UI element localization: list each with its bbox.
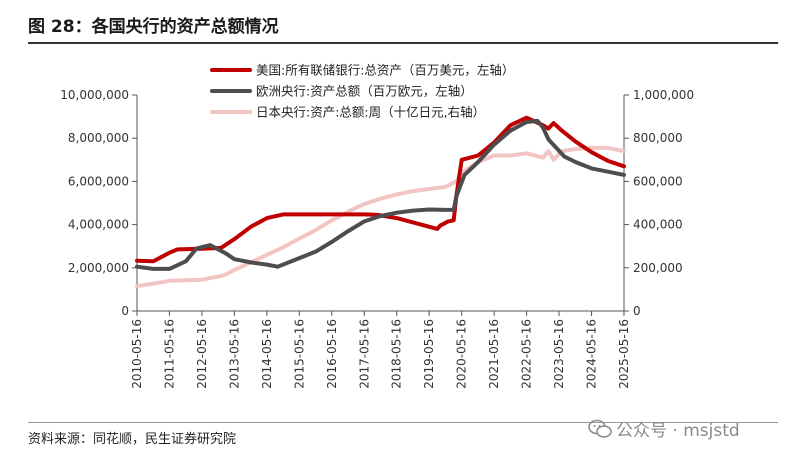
y-left-tick-label: 10,000,000 — [60, 88, 129, 102]
x-tick-label: 2020-05-16 — [455, 319, 469, 389]
y-right-tick-label: 200,000 — [633, 261, 683, 275]
source-divider — [28, 422, 778, 423]
x-tick-label: 2011-05-16 — [162, 319, 176, 389]
legend: 美国:所有联储银行:总资产（百万美元，左轴） 欧洲央行:资产总额（百万欧元，左轴）… — [210, 63, 514, 120]
wechat-icon — [588, 419, 612, 438]
legend-label-0: 美国:所有联储银行:总资产（百万美元，左轴） — [256, 63, 514, 78]
x-tick-label: 2016-05-16 — [325, 319, 339, 389]
y-left-tick-label: 0 — [121, 304, 129, 318]
x-tick-label: 2023-05-16 — [552, 319, 566, 389]
y-right-tick-label: 0 — [633, 304, 641, 318]
y-left-tick-label: 4,000,000 — [68, 218, 129, 232]
y-right-tick-label: 400,000 — [633, 218, 683, 232]
y-left-tick-label: 6,000,000 — [68, 174, 129, 188]
axes-group: 0 2,000,000 4,000,000 6,000,000 8,000,000 10,… — [60, 88, 694, 389]
x-tick-label: 2013-05-16 — [227, 319, 241, 389]
legend-label-2: 日本央行:资产:总额:周（十亿日元,右轴） — [256, 105, 485, 120]
y-right-tick-label: 1,000,000 — [633, 88, 694, 102]
x-tick-label: 2019-05-16 — [422, 319, 436, 389]
legend-label-1: 欧洲央行:资产总额（百万欧元，左轴） — [256, 84, 473, 99]
x-tick-label: 2012-05-16 — [195, 319, 209, 389]
x-tick-label: 2024-05-16 — [585, 319, 599, 389]
x-tick-label: 2025-05-16 — [617, 319, 631, 389]
source-note: 资料来源：同花顺，民生证券研究院 — [28, 432, 237, 447]
x-tick-label: 2015-05-16 — [292, 319, 306, 389]
x-tick-label: 2022-05-16 — [520, 319, 534, 389]
series-group — [135, 115, 626, 289]
x-tick-label: 2018-05-16 — [390, 319, 404, 389]
chart-title: 图 28：各国央行的资产总额情况 — [28, 17, 279, 37]
y-left-tick-label: 8,000,000 — [68, 131, 129, 145]
x-tick-label: 2014-05-16 — [260, 319, 274, 389]
y-right-tick-label: 600,000 — [633, 174, 683, 188]
watermark-text: 公众号 · msjstd — [616, 421, 740, 441]
x-tick-label: 2017-05-16 — [357, 319, 371, 389]
y-right-tick-label: 800,000 — [633, 131, 683, 145]
series-line-2 — [135, 145, 626, 289]
series-line-0 — [135, 115, 626, 264]
x-tick-label: 2021-05-16 — [487, 319, 501, 389]
title-divider — [28, 42, 778, 44]
x-tick-label: 2010-05-16 — [130, 319, 144, 389]
y-left-tick-label: 2,000,000 — [68, 261, 129, 275]
series-line-1 — [135, 118, 626, 271]
watermark: 公众号 · msjstd — [588, 416, 740, 441]
